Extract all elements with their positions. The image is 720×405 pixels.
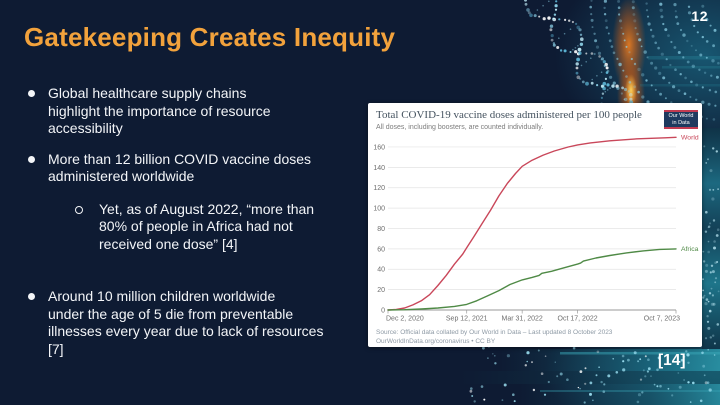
- owid-logo-line2: in Data: [672, 119, 690, 126]
- sub-bullet-item: Yet, as of August 2022, “more than 80% o…: [28, 201, 368, 254]
- chart-plot: 0 20 40 60 80 100 120 140 160 Dec 2, 2020 Sep 12, …: [373, 134, 699, 323]
- bullet-text: Global healthcare supply chains highligh…: [48, 85, 271, 136]
- chart-source-line2: OurWorldInData.org/coronavirus • CC BY: [376, 338, 496, 345]
- svg-text:20: 20: [377, 287, 385, 294]
- bullet-dot-icon: [28, 90, 35, 97]
- bullet-text: Yet, as of August 2022, “more than 80% o…: [99, 200, 315, 252]
- svg-text:0: 0: [381, 308, 385, 315]
- owid-logo-line1: Our World: [668, 112, 694, 119]
- svg-text:160: 160: [373, 144, 385, 151]
- svg-text:Dec 2, 2020: Dec 2, 2020: [386, 316, 424, 323]
- citation: [14]: [658, 352, 686, 369]
- svg-text:60: 60: [377, 246, 385, 253]
- owid-logo: Our World in Data: [664, 110, 698, 129]
- slide-title: Gatekeeping Creates Inequity: [24, 22, 396, 52]
- chart-card: Total COVID-19 vaccine doses administere…: [368, 103, 702, 347]
- chart-subtitle: All doses, including boosters, are count…: [376, 124, 544, 131]
- svg-text:Oct 7, 2023: Oct 7, 2023: [644, 316, 680, 323]
- svg-text:Oct 17, 2022: Oct 17, 2022: [558, 316, 598, 323]
- svg-text:100: 100: [373, 206, 385, 213]
- svg-text:120: 120: [373, 185, 385, 192]
- bullet-text: More than 12 billion COVID vaccine doses…: [48, 150, 312, 185]
- bullet-item-2: More than 12 billion COVID vaccine doses…: [28, 151, 368, 186]
- svg-text:Africa: Africa: [681, 246, 699, 253]
- bullet-item-3: Around 10 million children worldwide und…: [28, 288, 368, 358]
- svg-text:40: 40: [377, 267, 385, 274]
- bullet-circle-icon: [75, 205, 83, 214]
- chart-source-line1: Source: Official data collated by Our Wo…: [376, 329, 613, 336]
- bullet-dot-icon: [28, 155, 35, 163]
- svg-text:World: World: [681, 134, 699, 141]
- svg-text:Sep 12, 2021: Sep 12, 2021: [446, 316, 488, 323]
- svg-text:Mar 31, 2022: Mar 31, 2022: [502, 316, 543, 323]
- svg-text:80: 80: [377, 226, 385, 233]
- bullet-dot-icon: [28, 293, 35, 300]
- page-number: 12: [691, 8, 708, 24]
- bullet-item-1: Global healthcare supply chains highligh…: [28, 85, 368, 138]
- bullet-text: Around 10 million children worldwide und…: [48, 288, 324, 357]
- svg-text:140: 140: [373, 165, 385, 172]
- chart-header: Total COVID-19 vaccine doses administere…: [376, 109, 658, 131]
- bullet-list: Global healthcare supply chains highligh…: [28, 85, 368, 358]
- chart-source: Source: Official data collated by Our Wo…: [376, 328, 612, 346]
- chart-title: Total COVID-19 vaccine doses administere…: [376, 109, 642, 121]
